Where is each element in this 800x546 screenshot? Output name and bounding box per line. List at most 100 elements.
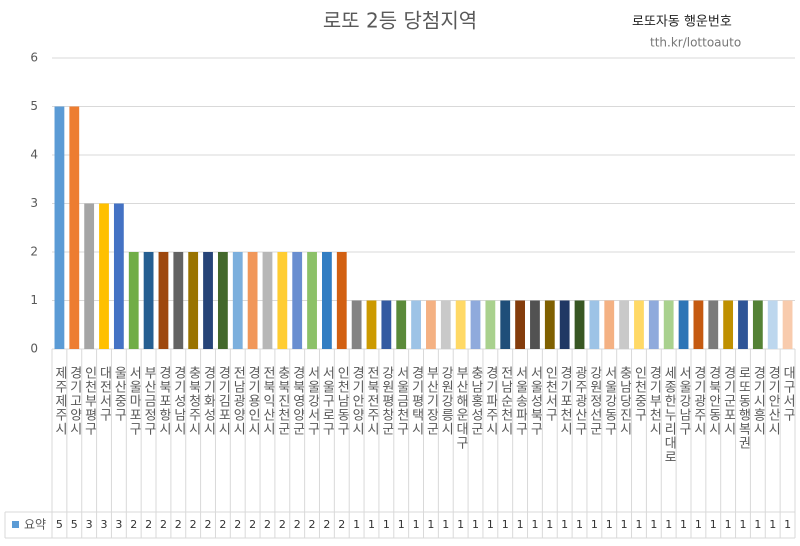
bar bbox=[455, 300, 466, 349]
bar bbox=[336, 252, 347, 349]
annotation: 로또자동 행운번호 bbox=[632, 14, 732, 30]
bar bbox=[589, 300, 600, 349]
y-tick-label: 1 bbox=[30, 293, 38, 307]
bar bbox=[277, 252, 288, 349]
bar bbox=[574, 300, 585, 349]
x-tick-label: 서울송파구 bbox=[513, 366, 528, 436]
bar bbox=[366, 300, 377, 349]
bar bbox=[396, 300, 407, 349]
bar bbox=[84, 203, 95, 349]
x-tick-label: 인천중구 bbox=[631, 366, 646, 422]
x-tick-label: 울산중구 bbox=[111, 366, 126, 422]
x-tick-label: 경기파주시 bbox=[483, 366, 498, 436]
x-tick-label: 서울마포구 bbox=[126, 366, 141, 436]
bar bbox=[782, 300, 793, 349]
bar bbox=[292, 252, 303, 349]
bar bbox=[500, 300, 511, 349]
data-label: 3 bbox=[86, 518, 93, 531]
data-label: 2 bbox=[160, 518, 167, 531]
bar bbox=[485, 300, 496, 349]
x-tick-label: 세종한누리대로 bbox=[661, 366, 676, 464]
bar bbox=[113, 203, 124, 349]
x-tick-label: 경기고양시 bbox=[67, 366, 82, 436]
x-tick-label: 경기용인시 bbox=[245, 366, 260, 436]
x-tick-label: 서울금천구 bbox=[394, 366, 409, 436]
data-label: 1 bbox=[353, 518, 360, 531]
data-label: 1 bbox=[442, 518, 449, 531]
data-label: 1 bbox=[650, 518, 657, 531]
bar bbox=[54, 106, 65, 349]
y-tick-label: 3 bbox=[30, 196, 38, 210]
x-tick-label: 충남홍성군 bbox=[468, 366, 483, 436]
data-label: 1 bbox=[665, 518, 672, 531]
data-label: 1 bbox=[398, 518, 405, 531]
bar bbox=[723, 300, 734, 349]
x-tick-label: 강원강릉시 bbox=[438, 366, 453, 436]
x-tick-label: 경북안동시 bbox=[706, 366, 721, 436]
x-tick-label: 강원정선군 bbox=[587, 366, 602, 436]
y-tick-label: 6 bbox=[30, 51, 38, 65]
x-tick-label: 경기안양시 bbox=[349, 366, 364, 436]
x-tick-label: 전남순천시 bbox=[498, 366, 513, 436]
bar bbox=[663, 300, 674, 349]
x-tick-label: 경기성남시 bbox=[171, 366, 186, 436]
data-label: 2 bbox=[309, 518, 316, 531]
data-label: 2 bbox=[279, 518, 286, 531]
legend-swatch bbox=[12, 521, 19, 528]
data-label: 1 bbox=[754, 518, 761, 531]
data-label: 1 bbox=[769, 518, 776, 531]
data-label: 2 bbox=[190, 518, 197, 531]
bar bbox=[708, 300, 719, 349]
x-tick-label: 강원평창군 bbox=[379, 366, 394, 436]
data-label: 1 bbox=[383, 518, 390, 531]
data-label: 1 bbox=[784, 518, 791, 531]
data-label: 1 bbox=[502, 518, 509, 531]
x-tick-label: 부산해운대구 bbox=[453, 366, 468, 450]
bar bbox=[143, 252, 154, 349]
x-tick-label: 로또동행복권 bbox=[735, 366, 750, 450]
data-label: 1 bbox=[710, 518, 717, 531]
x-tick-label: 대전서구 bbox=[97, 366, 112, 422]
data-label: 1 bbox=[413, 518, 420, 531]
bar bbox=[648, 300, 659, 349]
data-label: 1 bbox=[546, 518, 553, 531]
y-tick-label: 5 bbox=[30, 99, 38, 113]
data-label: 2 bbox=[338, 518, 345, 531]
x-tick-label: 전남광양시 bbox=[230, 366, 245, 436]
data-label: 1 bbox=[368, 518, 375, 531]
y-tick-label: 2 bbox=[30, 245, 38, 259]
data-label: 2 bbox=[234, 518, 241, 531]
data-label: 2 bbox=[145, 518, 152, 531]
legend-label: 요약 bbox=[24, 517, 46, 532]
x-tick-label: 서울강서구 bbox=[305, 366, 320, 436]
x-tick-label: 경기화성시 bbox=[201, 366, 216, 436]
x-tick-label: 경기광주시 bbox=[691, 366, 706, 436]
x-tick-label: 충북진천군 bbox=[275, 366, 290, 436]
x-tick-label: 제주제주시 bbox=[52, 366, 67, 436]
y-tick-label: 0 bbox=[30, 342, 38, 356]
x-tick-label: 인천부평구 bbox=[82, 366, 97, 436]
bar bbox=[693, 300, 704, 349]
x-tick-label: 경기시흥시 bbox=[750, 366, 765, 436]
bar bbox=[767, 300, 778, 349]
data-label: 1 bbox=[606, 518, 613, 531]
data-label: 1 bbox=[576, 518, 583, 531]
bar bbox=[440, 300, 451, 349]
bar bbox=[544, 300, 555, 349]
x-tick-label: 대구서구 bbox=[780, 366, 795, 422]
bar bbox=[128, 252, 139, 349]
bar bbox=[426, 300, 436, 349]
x-tick-label: 전북전주시 bbox=[364, 366, 379, 436]
x-tick-label: 충남당진시 bbox=[617, 366, 632, 436]
data-label: 1 bbox=[591, 518, 598, 531]
bar bbox=[738, 300, 748, 349]
bar bbox=[470, 300, 481, 349]
bar bbox=[158, 252, 169, 349]
data-label: 1 bbox=[680, 518, 687, 531]
data-label: 1 bbox=[635, 518, 642, 531]
data-label: 2 bbox=[130, 518, 137, 531]
y-tick-label: 4 bbox=[30, 148, 38, 162]
x-tick-label: 부산기장군 bbox=[423, 366, 438, 436]
x-tick-label: 경북포항시 bbox=[156, 366, 171, 436]
